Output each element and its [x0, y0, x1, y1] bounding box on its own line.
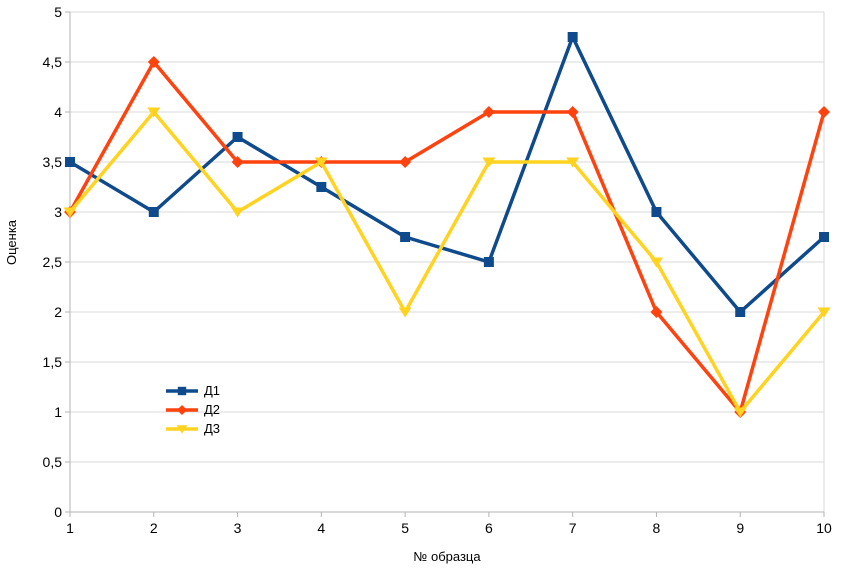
series-marker-Д1 — [567, 32, 578, 42]
y-tick-label: 4 — [54, 104, 62, 120]
y-tick-label: 3 — [54, 204, 62, 220]
series-marker-Д2 — [566, 106, 579, 118]
legend-item-Д2: Д2 — [166, 400, 220, 419]
series-marker-Д2 — [650, 306, 663, 318]
x-tick-label: 2 — [150, 520, 158, 536]
x-tick-label: 3 — [234, 520, 242, 536]
x-tick-label: 6 — [485, 520, 493, 536]
series-marker-Д1 — [651, 207, 662, 217]
series-marker-Д3 — [566, 157, 580, 168]
series-marker-Д2 — [231, 156, 244, 168]
y-tick-label: 5 — [54, 4, 62, 20]
series-marker-Д2 — [147, 56, 160, 68]
y-tick-label: 3,5 — [43, 154, 63, 170]
series-marker-Д1 — [316, 182, 327, 192]
y-tick-label: 2 — [54, 304, 62, 320]
legend-marker-diamond-icon — [166, 404, 198, 415]
series-marker-Д3 — [817, 307, 831, 318]
legend-item-Д3: Д3 — [166, 419, 220, 438]
legend-item-Д1: Д1 — [166, 381, 220, 400]
y-tick-label: 0,5 — [43, 454, 63, 470]
y-axis-title: Оценка — [4, 219, 19, 265]
x-tick-label: 9 — [736, 520, 744, 536]
x-tick-label: 5 — [401, 520, 409, 536]
y-tick-label: 0 — [54, 504, 62, 520]
series-marker-Д3 — [398, 307, 412, 318]
series-marker-Д3 — [231, 207, 245, 218]
series-marker-Д1 — [400, 232, 411, 242]
legend-label: Д1 — [204, 383, 221, 398]
legend-label: Д3 — [204, 421, 221, 436]
series-marker-Д3 — [733, 407, 747, 418]
series-marker-Д1 — [735, 307, 746, 317]
series-line-Д2 — [68, 60, 826, 414]
series-marker-Д3 — [482, 157, 496, 168]
legend-marker-square-icon — [166, 386, 198, 395]
x-tick-label: 1 — [66, 520, 74, 536]
series-marker-Д2 — [399, 156, 412, 168]
series-marker-Д1 — [148, 207, 159, 217]
x-axis-title: № образца — [413, 549, 481, 564]
series-marker-Д1 — [232, 132, 243, 142]
series-marker-Д3 — [649, 257, 663, 268]
y-tick-label: 1 — [54, 404, 62, 420]
legend-label: Д2 — [204, 402, 221, 417]
series-marker-Д2 — [818, 106, 830, 118]
series-marker-Д1 — [483, 257, 494, 267]
x-tick-label: 8 — [653, 520, 661, 536]
series-marker-Д3 — [63, 207, 77, 218]
x-tick-label: 4 — [317, 520, 325, 536]
legend: Д1 Д2 Д3 — [166, 381, 220, 438]
legend-marker-triangle-down-icon — [166, 424, 198, 434]
series-marker-Д2 — [482, 106, 495, 118]
x-tick-label: 7 — [569, 520, 577, 536]
y-tick-label: 2,5 — [43, 254, 63, 270]
series-line-Д3 — [68, 110, 826, 414]
series-marker-Д1 — [819, 232, 829, 242]
series-marker-Д3 — [147, 107, 161, 118]
series-marker-Д1 — [65, 157, 75, 167]
series-line-Д1 — [68, 35, 826, 314]
x-tick-label: 10 — [816, 520, 832, 536]
series-marker-Д3 — [314, 157, 328, 168]
y-tick-label: 4,5 — [43, 54, 63, 70]
y-tick-label: 1,5 — [43, 354, 63, 370]
